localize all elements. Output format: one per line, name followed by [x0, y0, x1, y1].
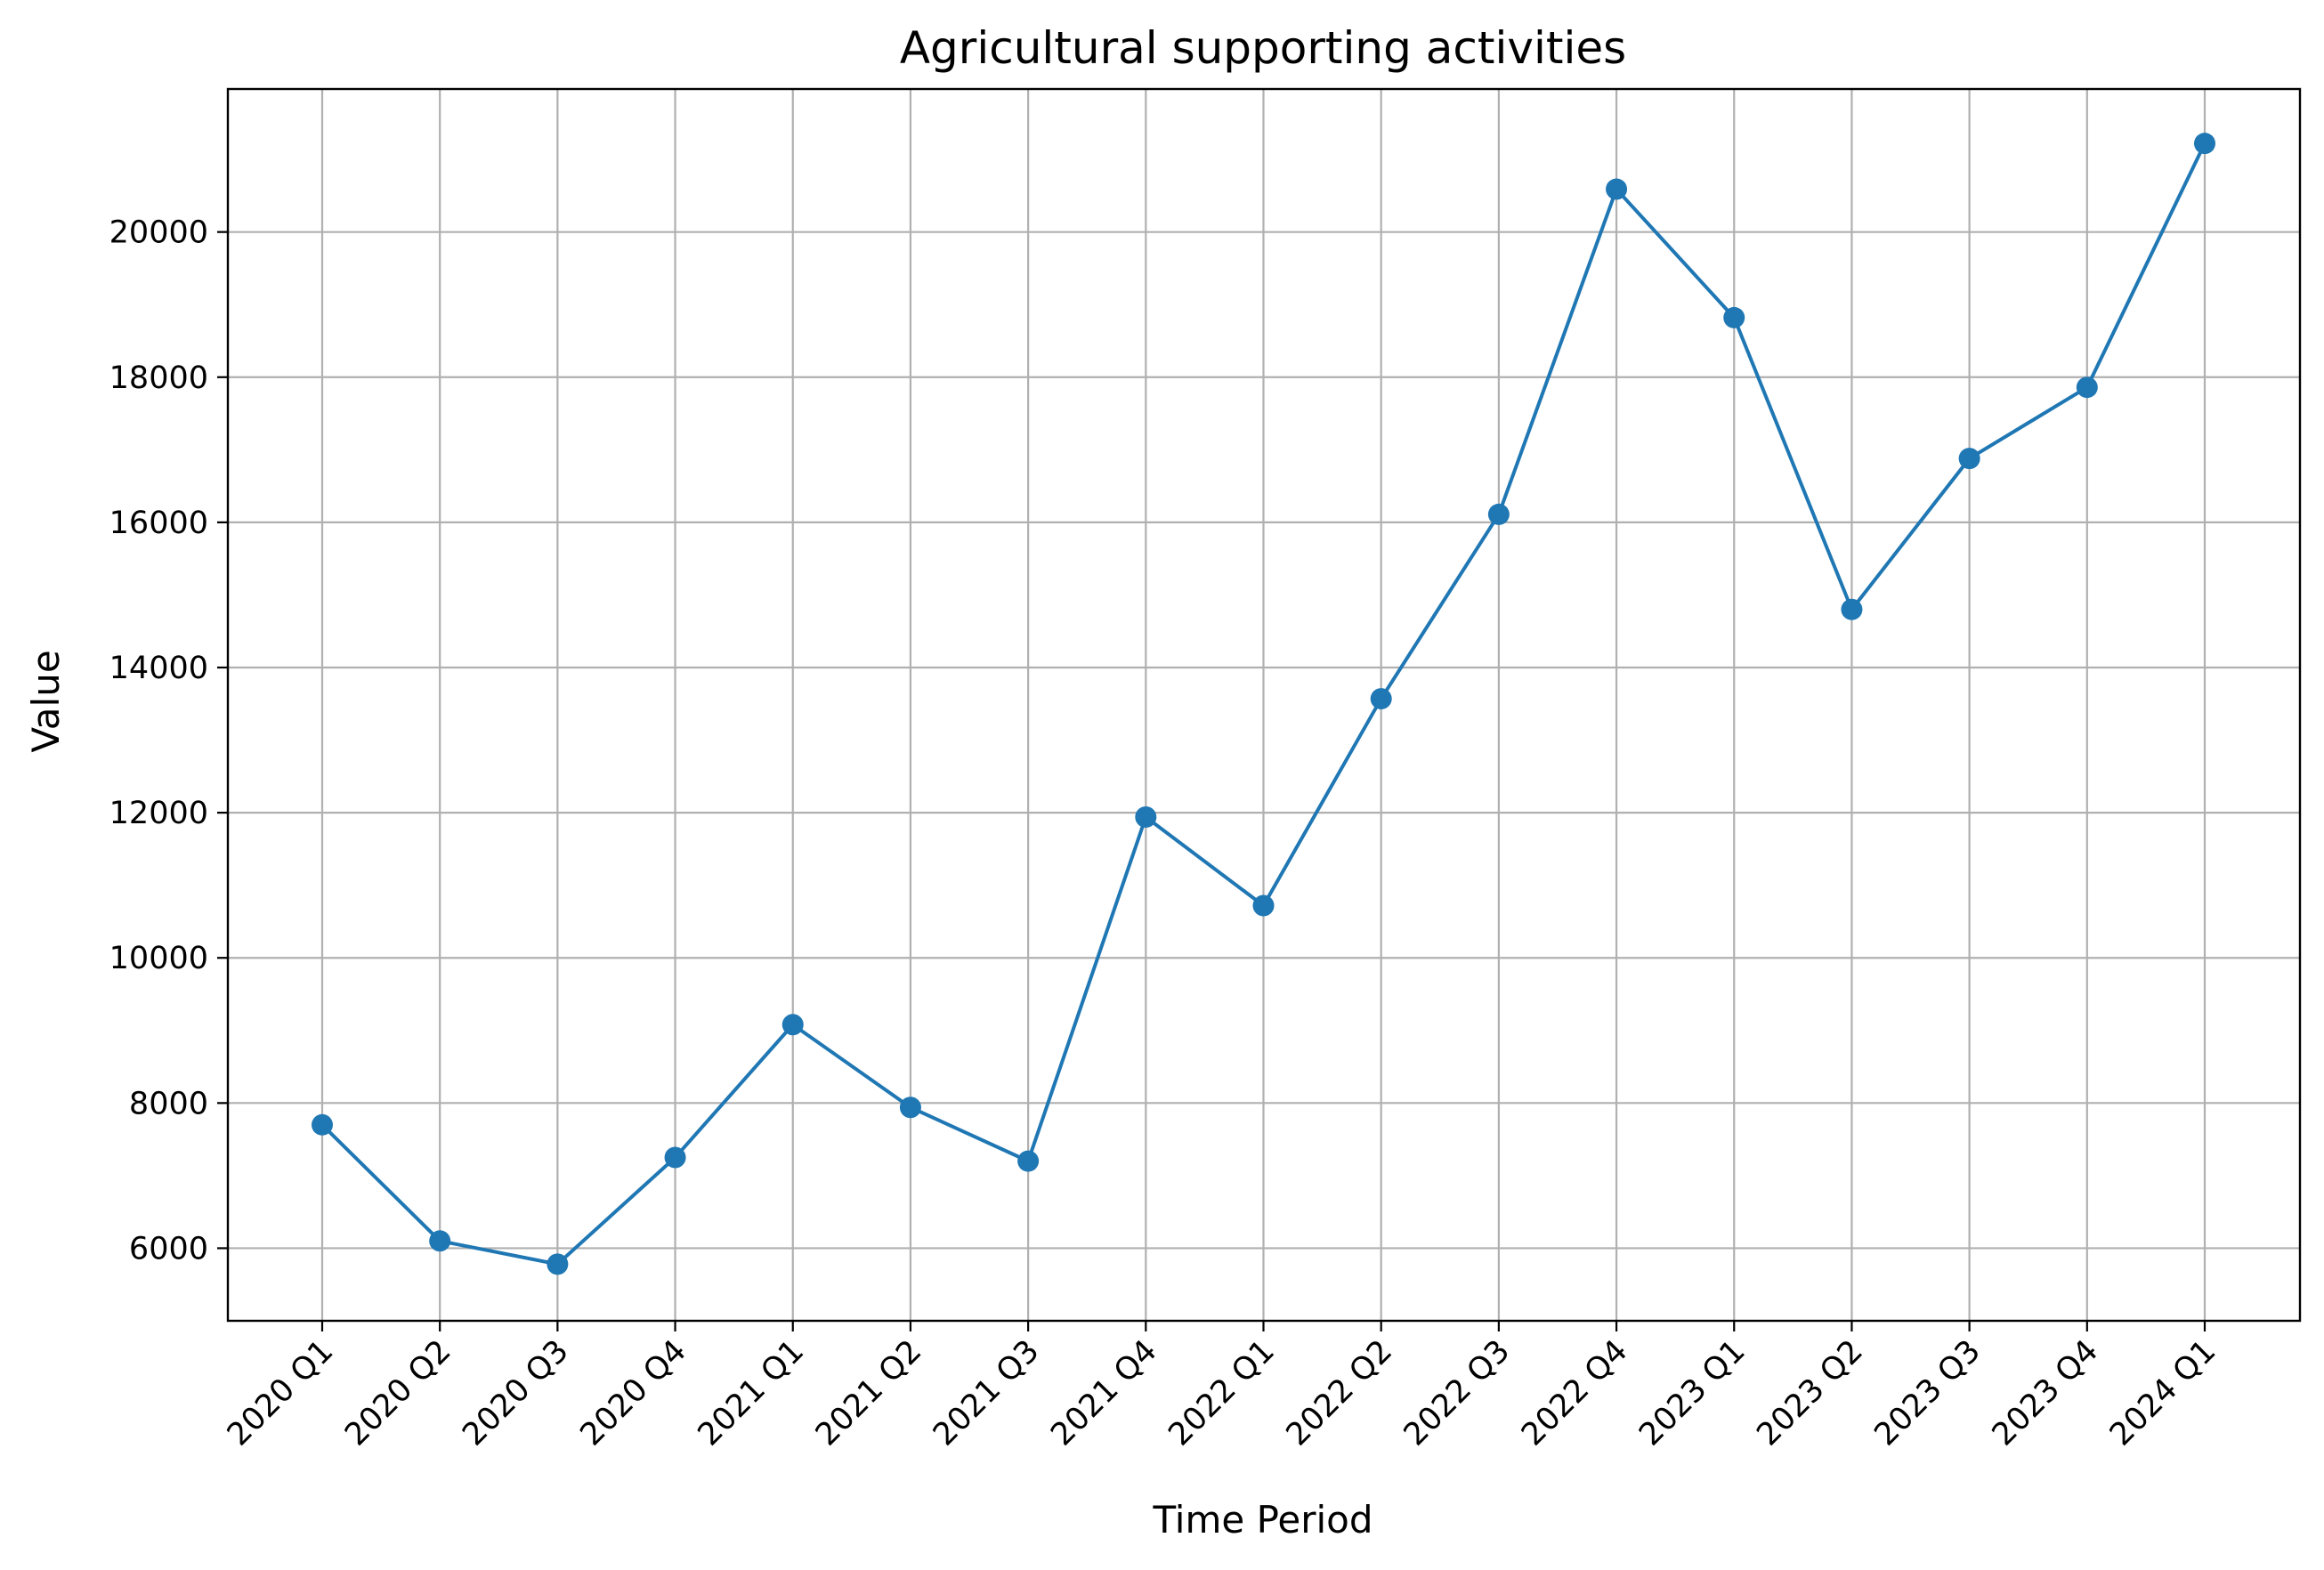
y-tick-label: 10000 — [109, 941, 208, 976]
data-point — [1841, 598, 1863, 620]
grid — [228, 89, 2300, 1321]
data-point — [781, 1014, 804, 1036]
data-point — [899, 1097, 921, 1119]
data-point — [1135, 806, 1157, 829]
data-point — [1017, 1150, 1040, 1172]
data-point — [1252, 894, 1275, 917]
chart-title: Agricultural supporting activities — [900, 22, 1626, 74]
data-point — [1723, 306, 1745, 328]
data-point — [1958, 448, 1980, 470]
plot-frame — [226, 87, 2302, 1323]
data-point — [2076, 376, 2098, 399]
y-axis-label: Value — [24, 650, 68, 752]
data-point — [1606, 178, 1628, 200]
data-point — [2194, 133, 2215, 155]
y-tick-label: 18000 — [109, 360, 208, 396]
data-point — [312, 1113, 333, 1136]
data-point — [1487, 503, 1510, 525]
data-point — [664, 1146, 686, 1169]
series-layer — [312, 133, 2215, 1275]
y-tick-label: 8000 — [129, 1086, 208, 1121]
data-point — [1370, 688, 1392, 710]
x-axis-label: Time Period — [1152, 1498, 1373, 1542]
data-point — [429, 1230, 451, 1252]
y-tick-label: 20000 — [109, 215, 208, 251]
y-tick-label: 16000 — [109, 506, 208, 541]
data-point — [547, 1253, 569, 1275]
y-tick-label: 6000 — [129, 1231, 208, 1267]
y-tick-label: 14000 — [109, 651, 208, 686]
y-tick-label: 12000 — [109, 796, 208, 831]
